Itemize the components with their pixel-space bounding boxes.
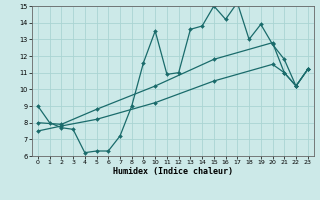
X-axis label: Humidex (Indice chaleur): Humidex (Indice chaleur) bbox=[113, 167, 233, 176]
